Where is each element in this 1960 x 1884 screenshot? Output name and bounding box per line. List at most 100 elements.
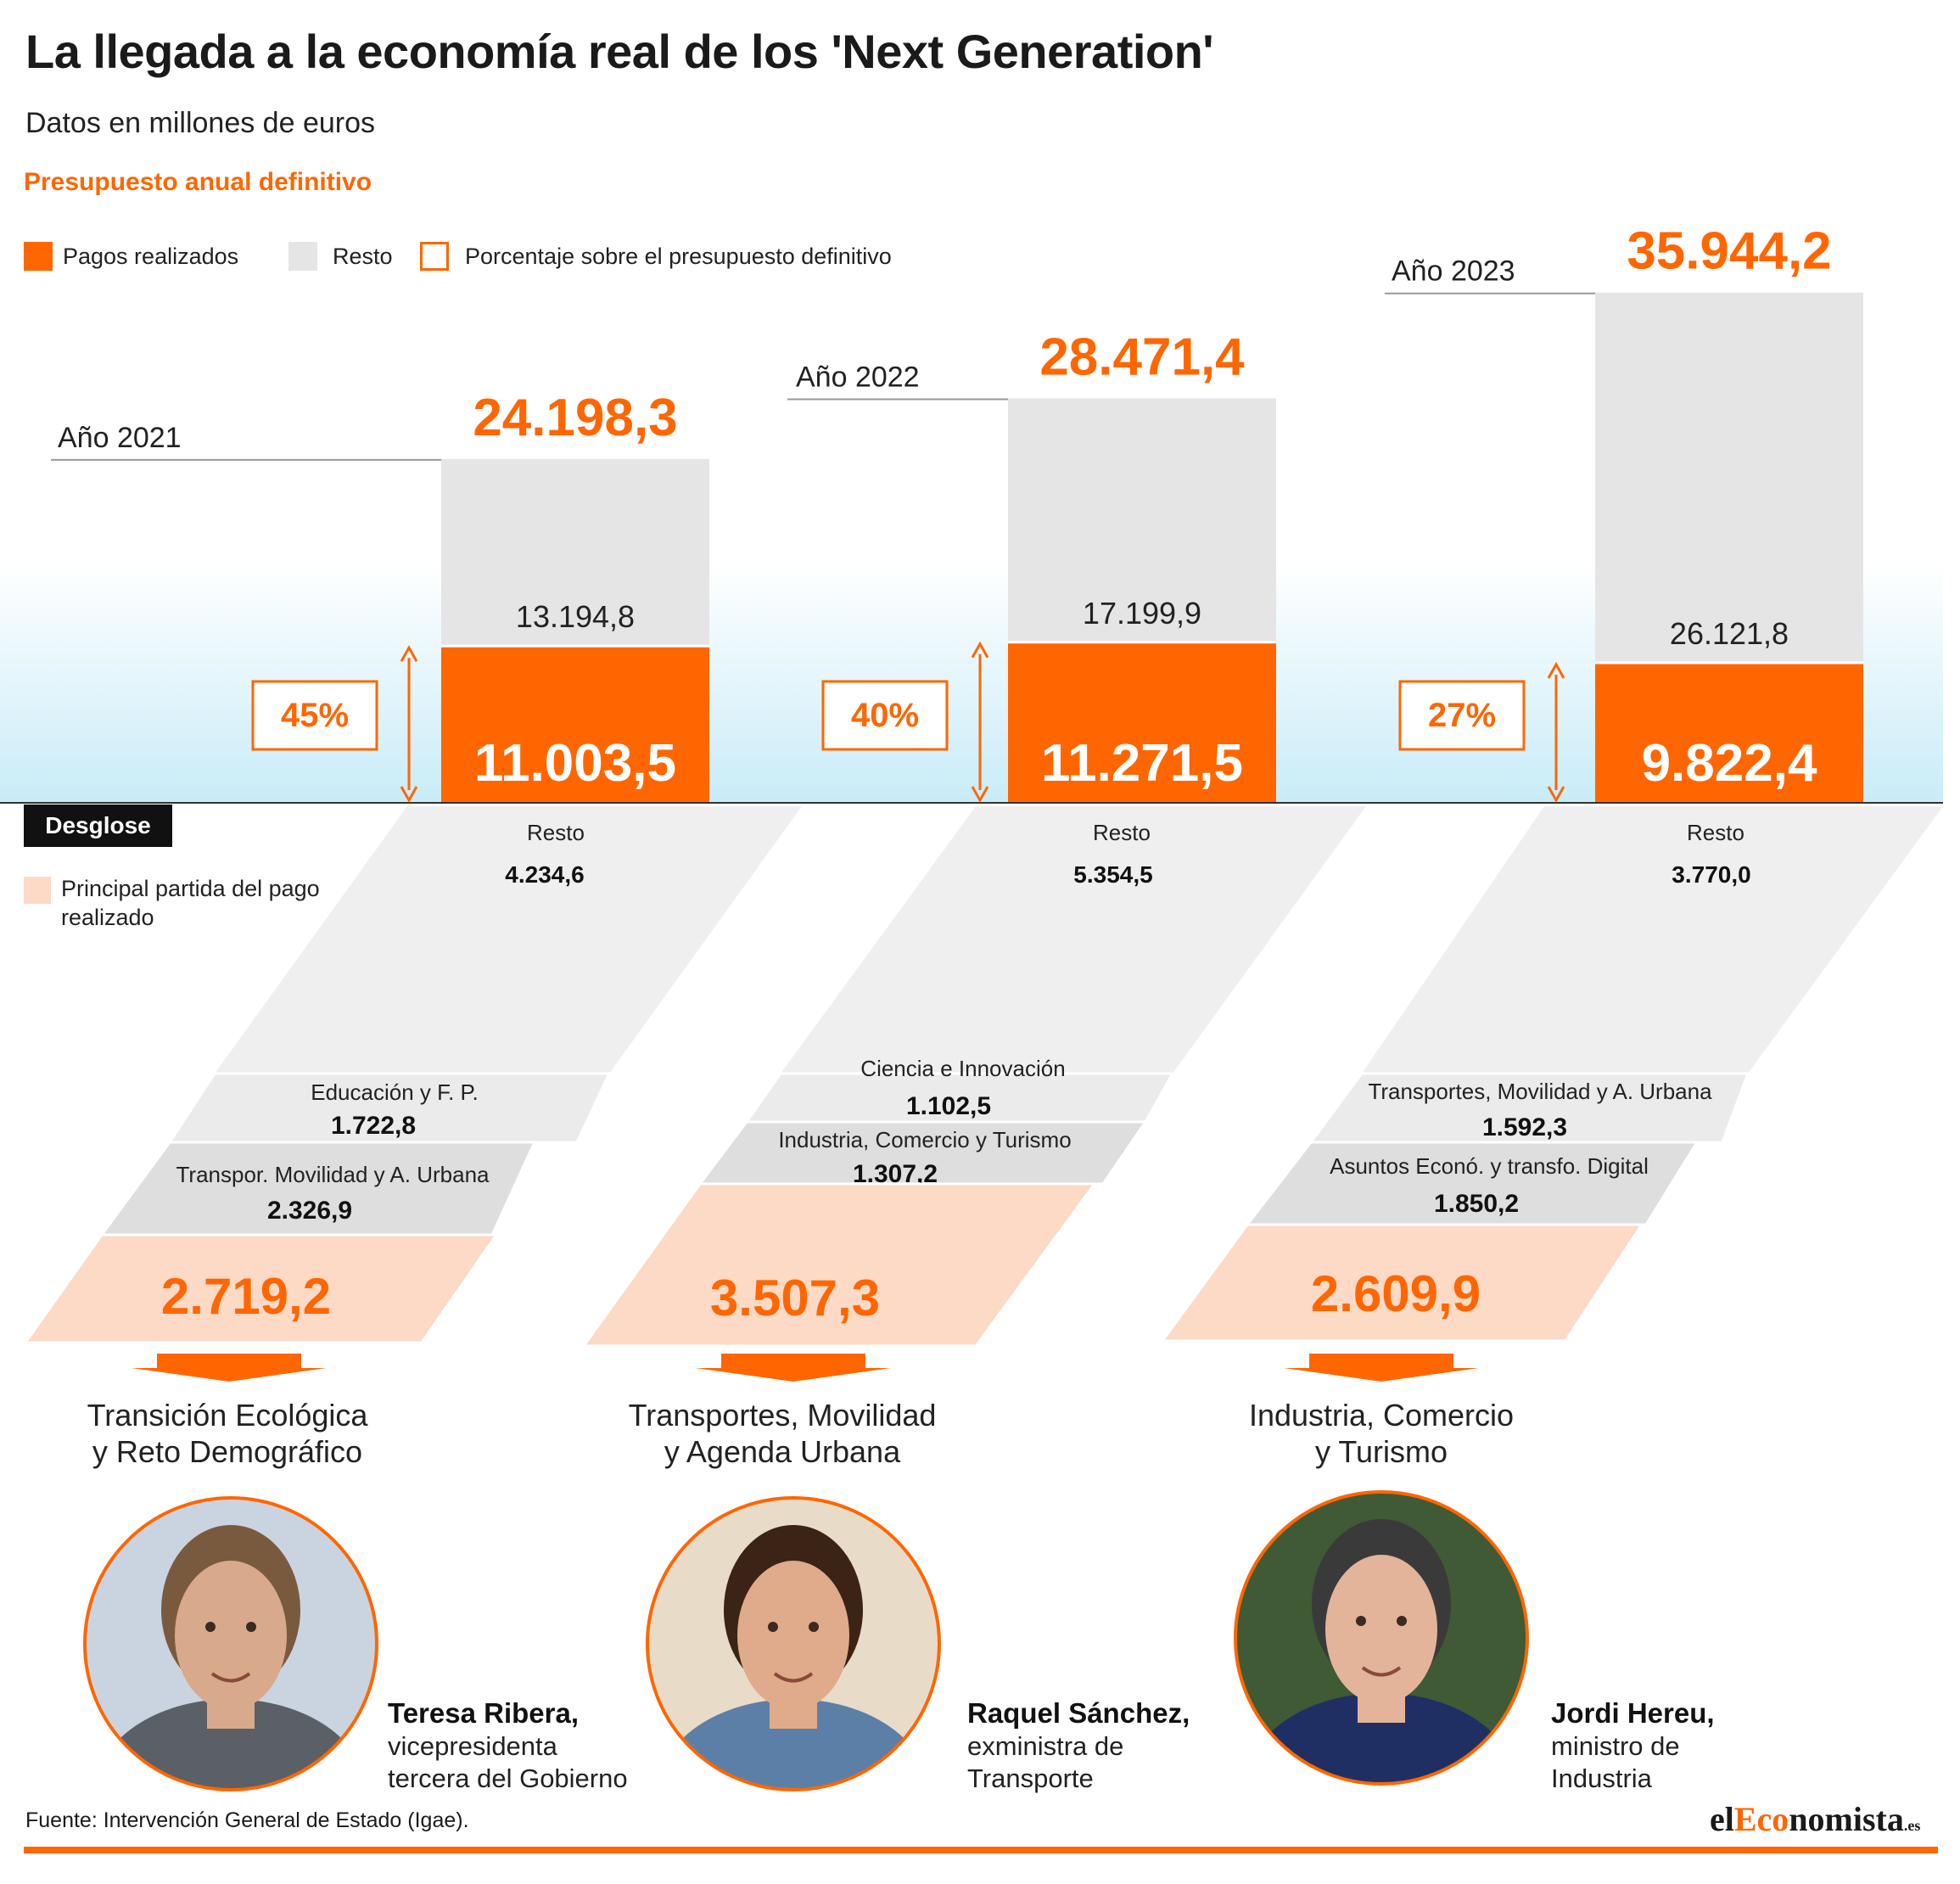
desglose-rest-label-1: Resto bbox=[1093, 820, 1151, 845]
pct-label-1: 40% bbox=[851, 697, 919, 734]
desglose-rest-label-2: Resto bbox=[1687, 820, 1744, 845]
ministry-label-line2-0: y Reto Demográfico bbox=[92, 1434, 362, 1469]
desglose-legend-label: Principal partida del pago realizado bbox=[61, 876, 320, 930]
desglose-main-value-2: 2.609,9 bbox=[1311, 1265, 1481, 1322]
rest-value-label-0: 13.194,8 bbox=[516, 599, 635, 634]
bar-rest-2 bbox=[1595, 292, 1863, 663]
pct-box-1 bbox=[821, 680, 949, 751]
desglose-band-value-1-0: 1.102,5 bbox=[906, 1092, 991, 1120]
total-label-2: 35.944,2 bbox=[1627, 222, 1831, 281]
page-title: La llegada a la economía real de los 'Ne… bbox=[25, 25, 1214, 78]
bar-paid-2 bbox=[1595, 662, 1863, 802]
desglose-rest-label-0: Resto bbox=[527, 820, 585, 845]
total-label-0: 24.198,3 bbox=[473, 389, 677, 447]
pct-arrow-head-bottom-2 bbox=[1547, 786, 1565, 804]
page-subtitle: Datos en millones de euros bbox=[25, 107, 376, 139]
desglose-rest-ribbon-1 bbox=[781, 806, 1366, 1074]
ministry-arrow-0 bbox=[132, 1354, 327, 1382]
year-label-0: Año 2021 bbox=[58, 422, 182, 454]
desglose-band-label-2-1: Asuntos Econó. y transfo. Digital bbox=[1330, 1153, 1649, 1179]
desglose-main-ribbon-1 bbox=[581, 1182, 1097, 1348]
ministry-label-line2-2: y Turismo bbox=[1315, 1434, 1448, 1469]
pct-arrow-head-bottom-0 bbox=[400, 786, 418, 804]
desglose-band-label-2-0: Transportes, Movilidad y A. Urbana bbox=[1368, 1079, 1712, 1104]
desglose-band-label-1-0: Ciencia e Innovación bbox=[860, 1056, 1065, 1081]
person-role-line1-0: vicepresidenta bbox=[388, 1731, 558, 1761]
desglose-tag: Desglose bbox=[24, 805, 172, 847]
pct-arrow-head-top-2 bbox=[1547, 661, 1565, 679]
paid-value-label-1: 11.271,5 bbox=[1041, 734, 1243, 793]
legend-label-rest: Resto bbox=[333, 244, 393, 269]
desglose-band-2-0 bbox=[1308, 1072, 1750, 1144]
desglose-band-0-0 bbox=[167, 1072, 612, 1144]
person-name-0: Teresa Ribera, bbox=[388, 1697, 579, 1729]
paid-value-label-2: 9.822,4 bbox=[1642, 734, 1817, 793]
desglose-rest-value-0: 4.234,6 bbox=[505, 861, 584, 888]
section-title: Presupuesto anual definitivo bbox=[24, 168, 372, 196]
desglose-band-label-0-0: Educación y F. P. bbox=[311, 1079, 479, 1105]
pct-label-0: 45% bbox=[281, 697, 349, 734]
pct-arrow-head-bottom-1 bbox=[971, 786, 989, 804]
desglose-band-value-2-0: 1.592,3 bbox=[1482, 1113, 1567, 1141]
desglose-band-label-0-1: Transpor. Movilidad y A. Urbana bbox=[176, 1162, 490, 1187]
ministry-arrow-1 bbox=[696, 1354, 891, 1382]
person-name-2: Jordi Hereu, bbox=[1551, 1697, 1715, 1729]
desglose-main-ribbon-2 bbox=[1160, 1223, 1644, 1343]
ministry-label-line2-1: y Agenda Urbana bbox=[664, 1434, 901, 1469]
desglose-band-label-1-1: Industria, Comercio y Turismo bbox=[778, 1127, 1071, 1152]
pct-arrow-head-top-1 bbox=[971, 641, 989, 659]
ministry-label-line1-2: Industria, Comercio bbox=[1249, 1398, 1514, 1433]
desglose-band-1-1 bbox=[697, 1120, 1148, 1186]
desglose-main-value-0: 2.719,2 bbox=[161, 1268, 331, 1325]
paid-value-label-0: 11.003,5 bbox=[474, 734, 676, 793]
bar-paid-1 bbox=[1008, 642, 1276, 802]
total-label-1: 28.471,4 bbox=[1039, 328, 1245, 387]
portrait-photo-1 bbox=[647, 1498, 939, 1790]
person-role-line2-0: tercera del Gobierno bbox=[388, 1763, 628, 1793]
portrait-ring-1 bbox=[646, 1496, 941, 1791]
desglose-main-ribbon-0 bbox=[23, 1233, 499, 1344]
portrait-photo-0 bbox=[85, 1498, 377, 1790]
legend-swatch-rest bbox=[288, 242, 317, 271]
year-label-2: Año 2023 bbox=[1392, 255, 1515, 288]
desglose-band-2-1 bbox=[1244, 1141, 1700, 1226]
person-role-line1-1: exministra de bbox=[967, 1731, 1123, 1761]
person-role-line2-1: Transporte bbox=[967, 1763, 1094, 1793]
portrait-photo-2 bbox=[1235, 1492, 1527, 1784]
legend-label-pct: Porcentaje sobre el presupuesto definiti… bbox=[465, 244, 892, 269]
person-role-line1-2: ministro de bbox=[1551, 1731, 1680, 1761]
legend-swatch-paid bbox=[24, 242, 53, 271]
portrait-ring-2 bbox=[1234, 1490, 1529, 1786]
person-name-1: Raquel Sánchez, bbox=[967, 1697, 1190, 1729]
bar-rest-1 bbox=[1008, 398, 1276, 642]
desglose-rest-value-1: 5.354,5 bbox=[1073, 861, 1152, 888]
footer-rule bbox=[24, 1847, 1938, 1853]
year-label-1: Año 2022 bbox=[796, 362, 920, 394]
rest-value-label-2: 26.121,8 bbox=[1670, 616, 1789, 651]
desglose-rest-ribbon-2 bbox=[1362, 806, 1943, 1074]
portrait-ring-0 bbox=[83, 1496, 378, 1791]
desglose-main-value-1: 3.507,3 bbox=[710, 1270, 880, 1326]
pct-arrow-head-top-0 bbox=[400, 645, 418, 662]
pct-box-0 bbox=[251, 680, 378, 751]
desglose-band-value-2-1: 1.850,2 bbox=[1434, 1190, 1519, 1218]
desglose-band-value-0-1: 2.326,9 bbox=[267, 1197, 352, 1225]
rest-value-label-1: 17.199,9 bbox=[1083, 596, 1201, 631]
pct-label-2: 27% bbox=[1428, 697, 1496, 734]
person-role-line2-2: Industria bbox=[1551, 1763, 1653, 1793]
desglose-band-value-0-0: 1.722,8 bbox=[331, 1112, 416, 1140]
desglose-rest-value-2: 3.770,0 bbox=[1672, 861, 1750, 888]
pct-box-2 bbox=[1398, 680, 1526, 751]
ministry-label-line1-1: Transportes, Movilidad bbox=[629, 1398, 937, 1433]
ministry-label-line1-0: Transición Ecológica bbox=[87, 1398, 369, 1433]
ministry-arrow-2 bbox=[1284, 1354, 1479, 1382]
desglose-rest-ribbon-0 bbox=[215, 806, 802, 1074]
legend-swatch-pct bbox=[420, 242, 449, 271]
legend-label-paid: Pagos realizados bbox=[63, 244, 239, 269]
desglose-legend-swatch bbox=[24, 877, 51, 904]
bar-paid-0 bbox=[441, 646, 709, 802]
source-note: Fuente: Intervención General de Estado (… bbox=[25, 1808, 469, 1832]
bar-rest-0 bbox=[441, 458, 709, 647]
publisher-logo: elEconomista.es bbox=[1710, 1800, 1921, 1838]
